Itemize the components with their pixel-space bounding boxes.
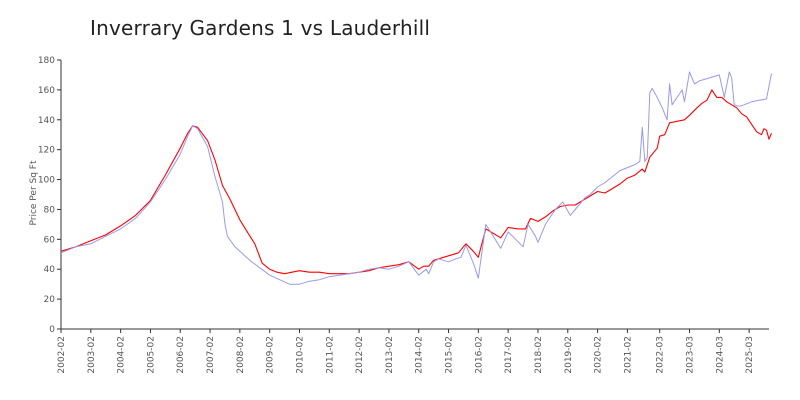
x-tick-label: 2024-03 [715, 336, 725, 374]
x-tick-label: 2008-02 [236, 336, 246, 374]
x-tick-label: 2012-02 [355, 336, 365, 374]
x-tick-label: 2007-02 [206, 336, 216, 374]
y-axis: 0 20 40 60 80 100 120 140 160 180 [38, 56, 62, 335]
x-tick-label: 2022-03 [656, 336, 666, 374]
y-tick-label: 0 [49, 325, 55, 335]
y-tick-label: 80 [44, 205, 56, 215]
x-tick-label: 2010-02 [295, 336, 305, 374]
x-tick-label: 2021-02 [623, 336, 633, 374]
x-tick-label: 2005-02 [146, 336, 156, 374]
x-tick-label: 2009-02 [266, 336, 276, 374]
y-tick-label: 120 [38, 146, 55, 156]
x-tick-label: 2004-02 [117, 336, 127, 374]
x-tick-label: 2015-02 [445, 336, 455, 374]
y-tick-label: 20 [44, 295, 56, 305]
x-tick-label: 2020-02 [594, 336, 604, 374]
chart-title: Inverrary Gardens 1 vs Lauderhill [90, 16, 431, 40]
x-tick-label: 2016-02 [474, 336, 484, 374]
y-tick-label: 60 [44, 235, 56, 245]
x-tick-label: 2011-02 [325, 336, 335, 374]
y-axis-label: Price Per Sq Ft [29, 160, 39, 225]
x-tick-label: 2014-02 [415, 336, 425, 374]
x-tick-label: 2017-02 [504, 336, 514, 374]
series-line-1 [60, 89, 773, 275]
x-tick-label: 2023-03 [686, 336, 696, 374]
y-tick-label: 40 [44, 265, 56, 275]
x-tick-label: 2018-02 [534, 336, 544, 374]
y-tick-label: 180 [38, 56, 55, 66]
y-tick-label: 160 [38, 86, 55, 96]
x-tick-label: 2002-02 [57, 336, 67, 374]
series-line-2 [60, 71, 772, 285]
series-layer [60, 71, 773, 285]
x-tick-label: 2013-02 [385, 336, 395, 374]
x-tick-label: 2006-02 [176, 336, 186, 374]
y-tick-label: 140 [38, 116, 55, 126]
y-tick-label: 100 [38, 176, 55, 186]
x-tick-label: 2003-02 [87, 336, 97, 374]
x-tick-label: 2019-02 [564, 336, 574, 374]
x-axis: 2002-02 2003-02 2004-02 2005-02 2006-02 2007-… [57, 328, 769, 374]
x-tick-label: 2025-03 [745, 336, 755, 374]
